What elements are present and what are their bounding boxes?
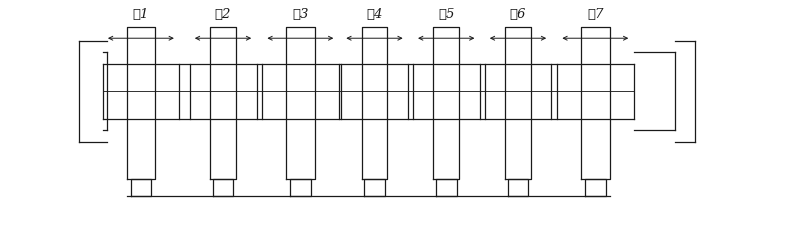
Text: 段7: 段7 xyxy=(587,7,603,21)
Text: 段1: 段1 xyxy=(133,7,149,21)
Text: 段4: 段4 xyxy=(366,7,382,21)
Text: 段5: 段5 xyxy=(438,7,454,21)
Text: 段2: 段2 xyxy=(215,7,231,21)
Text: 段6: 段6 xyxy=(510,7,526,21)
Text: 段3: 段3 xyxy=(292,7,309,21)
